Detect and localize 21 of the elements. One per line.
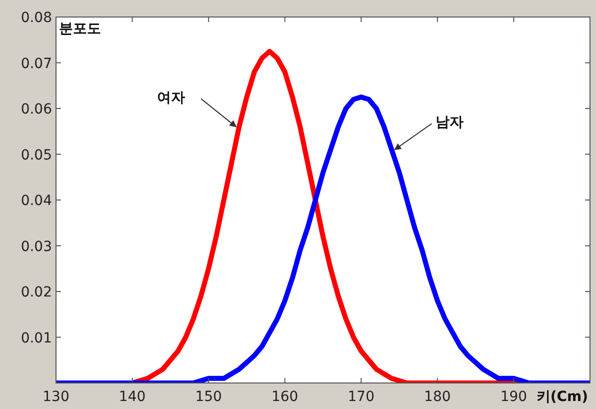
x-tick-label: 140 bbox=[118, 389, 146, 405]
y-tick-label: 0.04 bbox=[20, 193, 52, 209]
x-tick-label: 160 bbox=[271, 389, 298, 405]
x-tick-label: 130 bbox=[42, 389, 70, 405]
annotation: 남자 bbox=[394, 114, 464, 150]
x-tick-label: 180 bbox=[424, 389, 451, 405]
annotation: 여자 bbox=[157, 90, 237, 128]
y-tick-label: 0.01 bbox=[20, 330, 52, 346]
y-tick-label: 0.07 bbox=[20, 56, 52, 72]
y-tick-label: 0.05 bbox=[20, 147, 52, 164]
y-tick-label: 0.03 bbox=[20, 238, 52, 255]
x-axis-title: 키(Cm) bbox=[536, 389, 588, 405]
x-tick-label: 190 bbox=[500, 389, 528, 405]
y-tick-label: 0.02 bbox=[20, 284, 52, 300]
y-tick-label: 0.06 bbox=[20, 102, 52, 118]
annotation: 여자 bbox=[157, 90, 186, 106]
x-tick-label: 150 bbox=[195, 389, 222, 405]
annotation: 남자 bbox=[436, 114, 464, 131]
x-tick-label: 170 bbox=[348, 389, 375, 405]
y-axis-title: 분포도 bbox=[59, 21, 101, 37]
y-tick-label: 0.08 bbox=[20, 10, 52, 26]
